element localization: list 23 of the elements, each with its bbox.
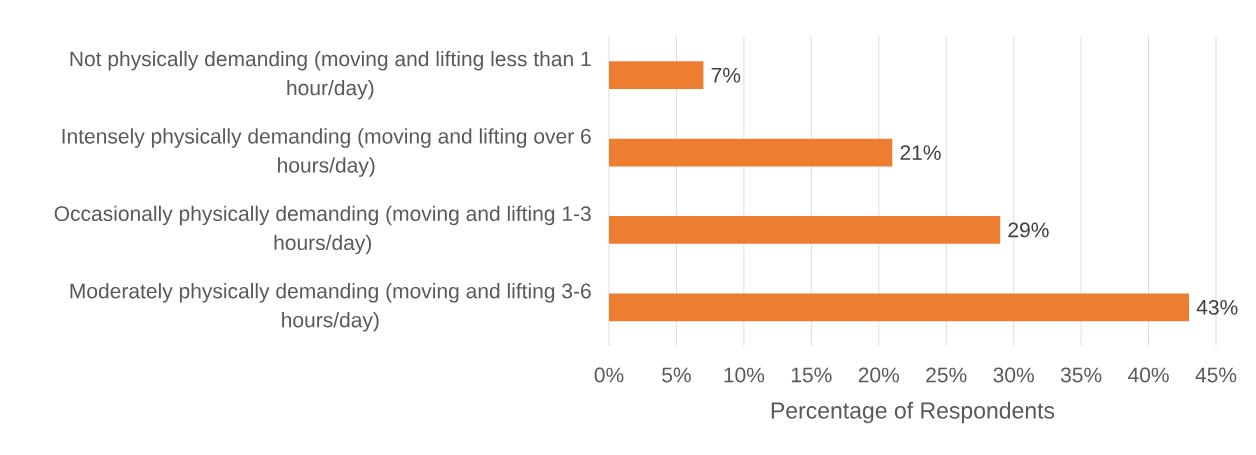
bar: [609, 61, 704, 90]
x-tick-label: 45%: [1195, 367, 1237, 383]
x-tick-label: 30%: [993, 367, 1034, 383]
y-tick-label: Moderately physically demanding (moving and lifting 3-6 hours/day): [70, 283, 591, 332]
y-tick-label: Not physically demanding (moving and lifting less than 1 hour/day): [70, 50, 591, 100]
x-tick-label: 20%: [858, 367, 900, 383]
x-tick-label: 10%: [724, 367, 765, 383]
bar: [609, 293, 1190, 322]
data-label: 43%: [1196, 299, 1238, 315]
data-label: 29%: [1008, 222, 1049, 238]
y-tick-label: Intensely physically demanding (moving and lifting over 6 hours/day): [62, 128, 591, 177]
x-tick-label: 25%: [926, 367, 967, 383]
bar: [609, 216, 1001, 244]
x-tick-label: 0%: [594, 367, 624, 383]
x-axis-title: Percentage of Respondents: [771, 401, 1055, 424]
x-tick-label: 40%: [1128, 367, 1169, 383]
x-tick-label: 35%: [1060, 367, 1102, 383]
x-tick-label: 5%: [662, 367, 691, 383]
y-tick-label: Occasionally physically demanding (moving and lifting 1-3 hours/day): [54, 205, 591, 255]
data-label: 7%: [711, 67, 741, 83]
data-label: 21%: [900, 145, 941, 160]
x-tick-label: 15%: [791, 367, 832, 383]
bar: [609, 138, 893, 167]
